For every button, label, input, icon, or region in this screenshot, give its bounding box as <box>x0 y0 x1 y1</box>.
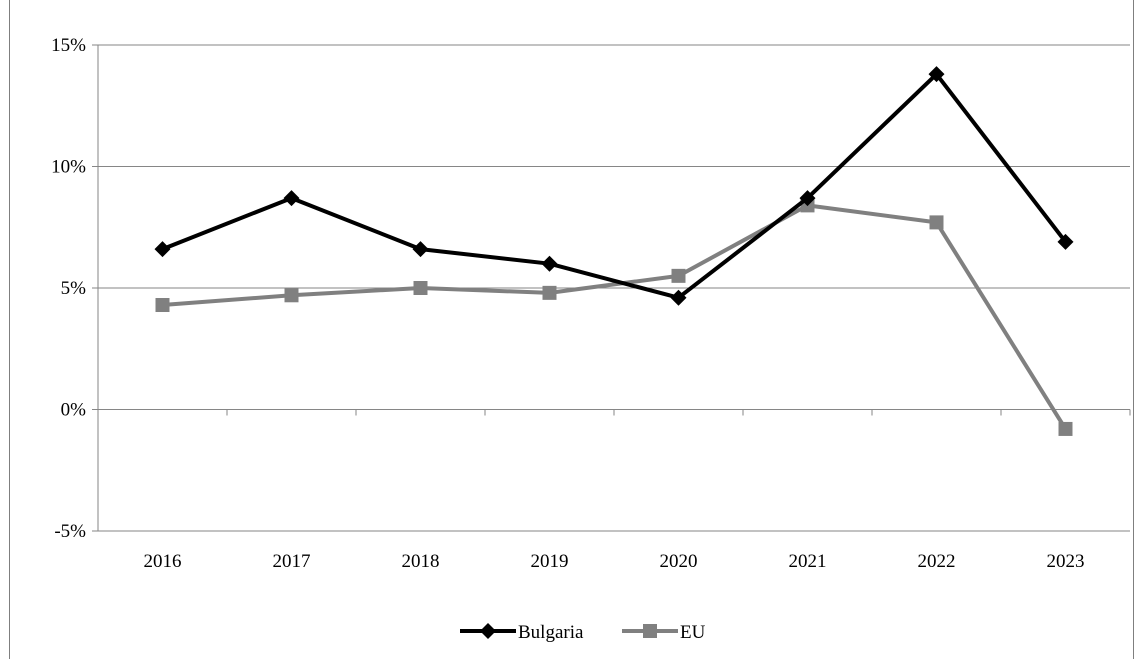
data-point <box>1058 421 1073 436</box>
x-tick-label: 2022 <box>918 551 956 572</box>
data-point <box>155 298 170 313</box>
data-point <box>671 268 686 283</box>
data-point <box>928 66 945 83</box>
series-line <box>162 203 1068 430</box>
x-tick-label: 2021 <box>789 551 827 572</box>
x-tick-label: 2016 <box>144 551 182 572</box>
data-point <box>412 241 429 258</box>
series-bulgaria <box>154 66 1074 306</box>
data-point <box>670 289 687 306</box>
data-point <box>929 215 944 230</box>
legend: Bulgaria EU <box>460 622 706 643</box>
y-tick-label: 0% <box>61 400 87 421</box>
axes: 15% 10% 5% 0% -5% 2016 2017 2018 2019 2020 2021 202… <box>51 35 1131 572</box>
data-point <box>799 190 816 207</box>
legend-item-bulgaria: Bulgaria <box>460 622 584 643</box>
data-point <box>542 285 557 300</box>
legend-label: EU <box>680 622 706 643</box>
series-line <box>161 72 1068 300</box>
data-point <box>154 241 171 258</box>
x-tick-label: 2020 <box>660 551 698 572</box>
y-tick-label: -5% <box>54 521 86 542</box>
data-point <box>643 624 657 638</box>
legend-item-eu: EU <box>622 622 706 643</box>
x-tick-label: 2017 <box>273 551 311 572</box>
data-point <box>413 281 428 295</box>
y-tick-label: 5% <box>61 278 87 299</box>
y-tick-label: 10% <box>51 157 86 178</box>
series-lines <box>154 66 1074 436</box>
x-tick-label: 2023 <box>1047 551 1085 572</box>
legend-label: Bulgaria <box>518 622 584 643</box>
data-point <box>480 623 496 639</box>
data-point <box>541 255 558 272</box>
data-point <box>284 288 299 303</box>
series-eu <box>155 198 1073 436</box>
x-tick-label: 2019 <box>531 551 569 572</box>
y-tick-label: 15% <box>51 35 86 56</box>
data-point <box>1057 233 1074 250</box>
x-tick-label: 2018 <box>402 551 440 572</box>
data-point <box>283 190 300 207</box>
